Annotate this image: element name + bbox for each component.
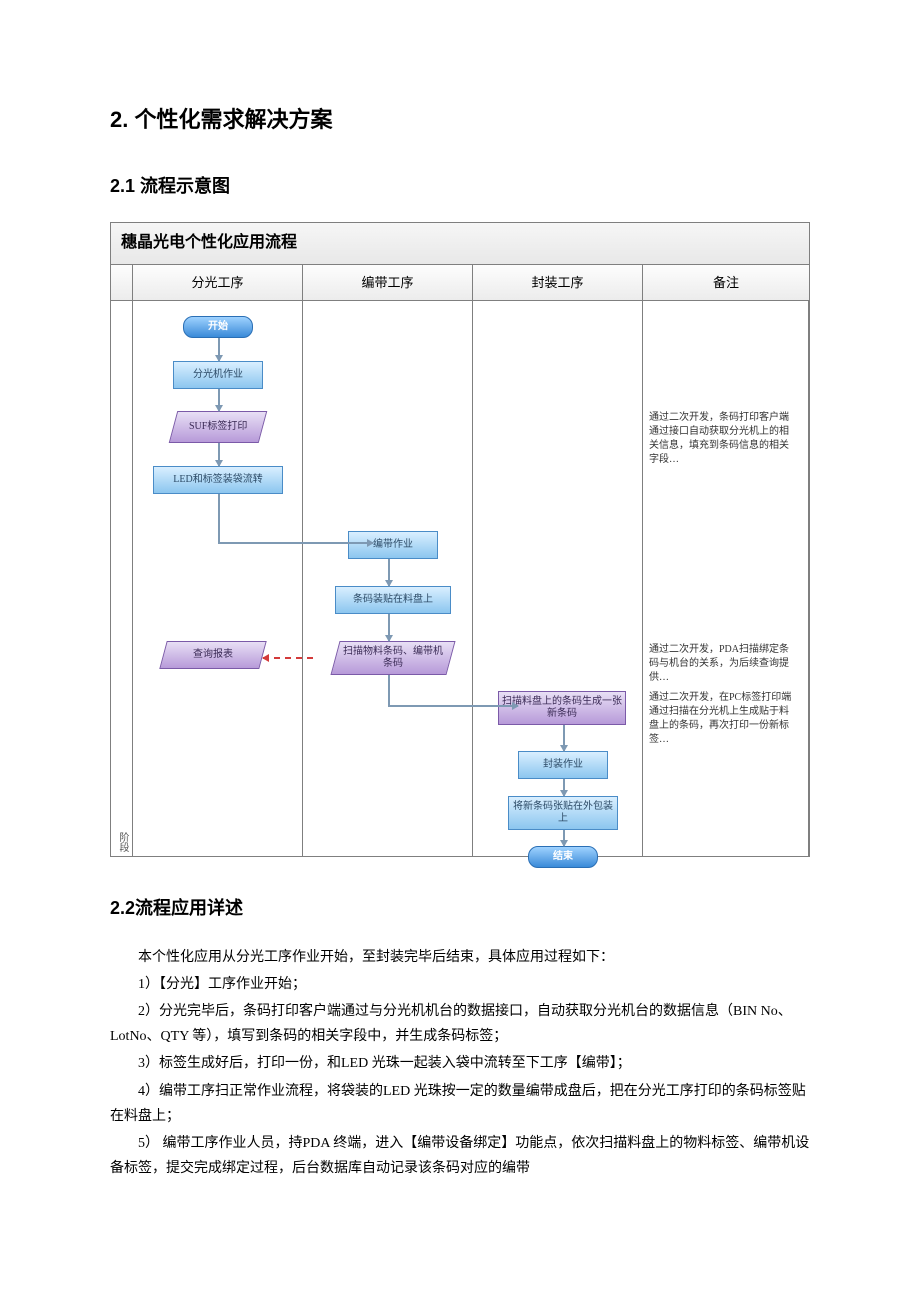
arrow (218, 338, 220, 361)
stage-lane: 阶段 (111, 301, 133, 856)
lane-header-row: 分光工序 编带工序 封装工序 备注 (111, 265, 809, 301)
flow-node-n_led: LED和标签装袋流转 (153, 466, 283, 494)
flow-node-n_tiema: 条码装贴在料盘上 (335, 586, 451, 614)
stage-label: 阶段 (113, 832, 131, 852)
flow-node-n_fenguang: 分光机作业 (173, 361, 263, 389)
flow-node-n_paste: 将新条码张贴在外包装上 (508, 796, 618, 830)
intro-paragraph: 本个性化应用从分光工序作业开始，至封装完毕后结束，具体应用过程如下： (110, 945, 810, 970)
lane-3: 扫描料盘上的条码生成一张新条码封装作业将新条码张贴在外包装上结束 (473, 301, 643, 856)
arrow (388, 559, 390, 586)
flow-node-n_scan: 扫描物料条码、编带机条码 (330, 641, 455, 675)
flowchart-title: 穗晶光电个性化应用流程 (111, 223, 809, 265)
arrow (218, 389, 220, 411)
flow-node-n_report: 查询报表 (159, 641, 267, 669)
arrow-elbow (218, 494, 373, 544)
arrow (218, 443, 220, 466)
subsection-heading-1: 2.1 流程示意图 (110, 170, 810, 202)
list-item-3: 3）标签生成好后，打印一份，和LED 光珠一起装入袋中流转至下工序【编带】； (110, 1051, 810, 1076)
arrow (563, 779, 565, 796)
flow-note-note3: 通过二次开发，在PC标签打印端通过扫描在分光机上生成贴于料盘上的条码，再次打印一… (647, 689, 797, 749)
list-item-5: 5） 编带工序作业人员，持PDA 终端，进入【编带设备绑定】功能点，依次扫描料盘… (110, 1131, 810, 1181)
lane-1: 开始分光机作业 SUF标签打印 LED和标签装袋流转查询报表 (133, 301, 303, 856)
arrow (563, 830, 565, 846)
arrow-dashed (263, 657, 313, 659)
arrow-elbow (388, 675, 518, 707)
flowchart: 穗晶光电个性化应用流程 分光工序 编带工序 封装工序 备注 阶段 开始分光机作业… (110, 222, 810, 857)
list-item-2: 2）分光完毕后，条码打印客户端通过与分光机机台的数据接口，自动获取分光机台的数据… (110, 999, 810, 1049)
flow-node-end: 结束 (528, 846, 598, 868)
lane-head-3: 封装工序 (473, 265, 643, 300)
flow-node-start: 开始 (183, 316, 253, 338)
section-heading: 2. 个性化需求解决方案 (110, 100, 810, 140)
flow-note-note2: 通过二次开发，PDA扫描绑定条码与机台的关系，为后续查询提供… (647, 641, 797, 687)
lane-head-2: 编带工序 (303, 265, 473, 300)
lane-head-4: 备注 (643, 265, 809, 300)
list-item-4: 4）编带工序扫正常作业流程，将袋装的LED 光珠按一定的数量编带成盘后，把在分光… (110, 1079, 810, 1129)
flow-body: 阶段 开始分光机作业SUF标签打印LED和标签装袋流转查询报表 编带作业条码装贴… (111, 301, 809, 856)
list-item-1: 1）【分光】工序作业开始； (110, 972, 810, 997)
flow-node-n_fengzhuang: 封装作业 (518, 751, 608, 779)
lane-notes: 通过二次开发，条码打印客户端通过接口自动获取分光机上的相关信息，填充到条码信息的… (643, 301, 809, 856)
subsection-heading-2: 2.2流程应用详述 (110, 892, 810, 924)
lane-head-1: 分光工序 (133, 265, 303, 300)
arrow (563, 725, 565, 751)
flow-node-n_suf: SUF标签打印 (169, 411, 268, 443)
arrow (388, 614, 390, 641)
body-text: 本个性化应用从分光工序作业开始，至封装完毕后结束，具体应用过程如下： 1）【分光… (110, 945, 810, 1182)
flow-note-note1: 通过二次开发，条码打印客户端通过接口自动获取分光机上的相关信息，填充到条码信息的… (647, 409, 797, 469)
